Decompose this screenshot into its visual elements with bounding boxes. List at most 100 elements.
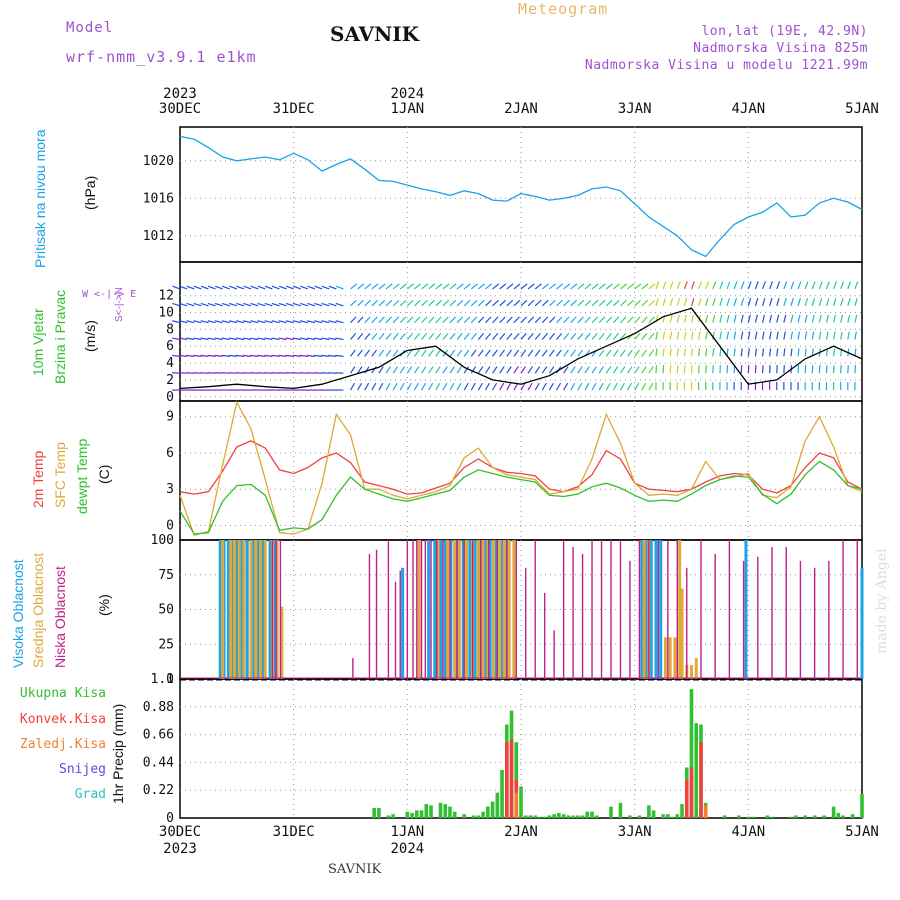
wind-arrow	[776, 281, 781, 290]
bottom-year-mid: 2024	[390, 841, 424, 857]
cloud-bar	[663, 637, 667, 679]
wind-arrow	[634, 299, 641, 307]
wind-arrow	[726, 314, 730, 323]
wind-arrow	[840, 331, 843, 340]
wind-arrow	[541, 366, 548, 374]
wind-arrow	[300, 285, 309, 290]
wind-arrow	[506, 349, 513, 357]
wind-arrow	[513, 366, 519, 374]
wind-arrow	[527, 316, 535, 324]
cloud-bar	[488, 540, 490, 679]
wind-arrow	[761, 281, 766, 290]
wind-arrow	[513, 316, 520, 324]
wind-arrow	[271, 285, 280, 290]
wind-arrow	[492, 333, 499, 340]
wind-arrow	[371, 333, 378, 340]
wind-arrow	[449, 283, 457, 290]
wind-arrow	[825, 297, 830, 306]
wind-arrow	[627, 382, 633, 391]
wind-arrow	[229, 302, 238, 307]
cloud-bar	[368, 553, 371, 679]
wind-arrow	[506, 333, 513, 340]
wind-arrow	[207, 354, 216, 357]
wind-arrow	[754, 348, 757, 357]
cloud-bar	[678, 540, 682, 679]
wind-arrow	[435, 333, 442, 340]
wind-arrow	[321, 302, 330, 307]
wind-arrow	[357, 333, 364, 340]
wind-arrow	[485, 299, 492, 307]
wind-arrow	[278, 354, 287, 357]
wind-arrow	[769, 348, 772, 357]
wind-arrow	[683, 348, 686, 357]
wind-arrow	[790, 331, 793, 340]
wind-arrow	[335, 285, 344, 290]
top-date-label: 31DEC	[273, 101, 315, 117]
wind-arrow	[563, 316, 570, 324]
wind-arrow	[278, 337, 287, 341]
precip-bar	[680, 804, 684, 818]
wind-arrow	[520, 382, 526, 391]
wind-arrow	[292, 302, 301, 307]
wind-arrow	[364, 349, 370, 357]
wind-arrow	[804, 297, 809, 306]
wind-arrow	[570, 316, 577, 324]
wind-arrow	[307, 320, 316, 324]
precip-bar	[452, 811, 457, 818]
wind-arrow	[506, 316, 513, 324]
precip-bar	[542, 816, 547, 818]
precip-bar	[703, 805, 708, 818]
wind-arrow	[840, 314, 844, 323]
wind-arrow	[577, 283, 585, 290]
wind-arrow	[541, 333, 548, 340]
cloud-bar	[254, 540, 258, 679]
wind-arrow	[676, 281, 681, 290]
precip-bar	[415, 810, 419, 818]
cloud-bar	[483, 540, 487, 679]
cloud-bar	[449, 540, 451, 679]
cloud-bar	[401, 567, 405, 679]
precip-bar	[561, 814, 566, 818]
cloud-bar	[668, 637, 672, 679]
wind-arrow	[854, 281, 859, 290]
wind-arrow	[207, 337, 216, 341]
cloud-bar	[446, 540, 450, 679]
cloud-bar	[375, 549, 378, 679]
cloud-bar	[268, 540, 272, 679]
wind-arrow	[761, 331, 765, 340]
cloud-bar	[657, 540, 660, 679]
cloud-bar	[642, 540, 646, 679]
precip-bar	[462, 814, 466, 818]
precip-bar	[372, 807, 376, 818]
model-altitude-label: Nadmorska Visina u modelu 1221.99m	[584, 58, 868, 73]
wind-arrows	[171, 281, 859, 391]
wind-arrow	[221, 354, 230, 357]
wind-arrow	[470, 382, 476, 391]
wind-arrow	[605, 333, 612, 340]
wind-arrow	[435, 366, 441, 374]
cloud-bar	[473, 540, 477, 679]
wind-arrow	[463, 333, 470, 340]
wind-arrow	[740, 348, 743, 357]
top-date-label: 1JAN	[390, 101, 424, 117]
precip-bar	[770, 816, 774, 818]
wind-arrow	[207, 320, 216, 324]
cloud-bar	[412, 540, 414, 679]
y-tick-label: 3	[166, 482, 174, 497]
wind-arrow	[797, 348, 800, 357]
wind-arrow	[499, 366, 505, 374]
wind-arrow	[541, 283, 549, 290]
precip-bar	[500, 769, 504, 818]
wind-arrow	[449, 333, 456, 340]
y-tick-label: 1020	[143, 154, 174, 169]
wind-arrow	[350, 299, 357, 307]
wind-arrow	[847, 281, 852, 290]
cloud-bar	[673, 637, 677, 679]
cloud-bar	[591, 540, 593, 679]
y-tick-label: 50	[158, 603, 174, 618]
cloud-bar	[232, 540, 236, 679]
cloud-bar	[714, 553, 716, 679]
wind-arrow	[598, 333, 605, 340]
station-title: SAVNIK	[330, 22, 420, 46]
wind-arrow	[371, 316, 378, 324]
